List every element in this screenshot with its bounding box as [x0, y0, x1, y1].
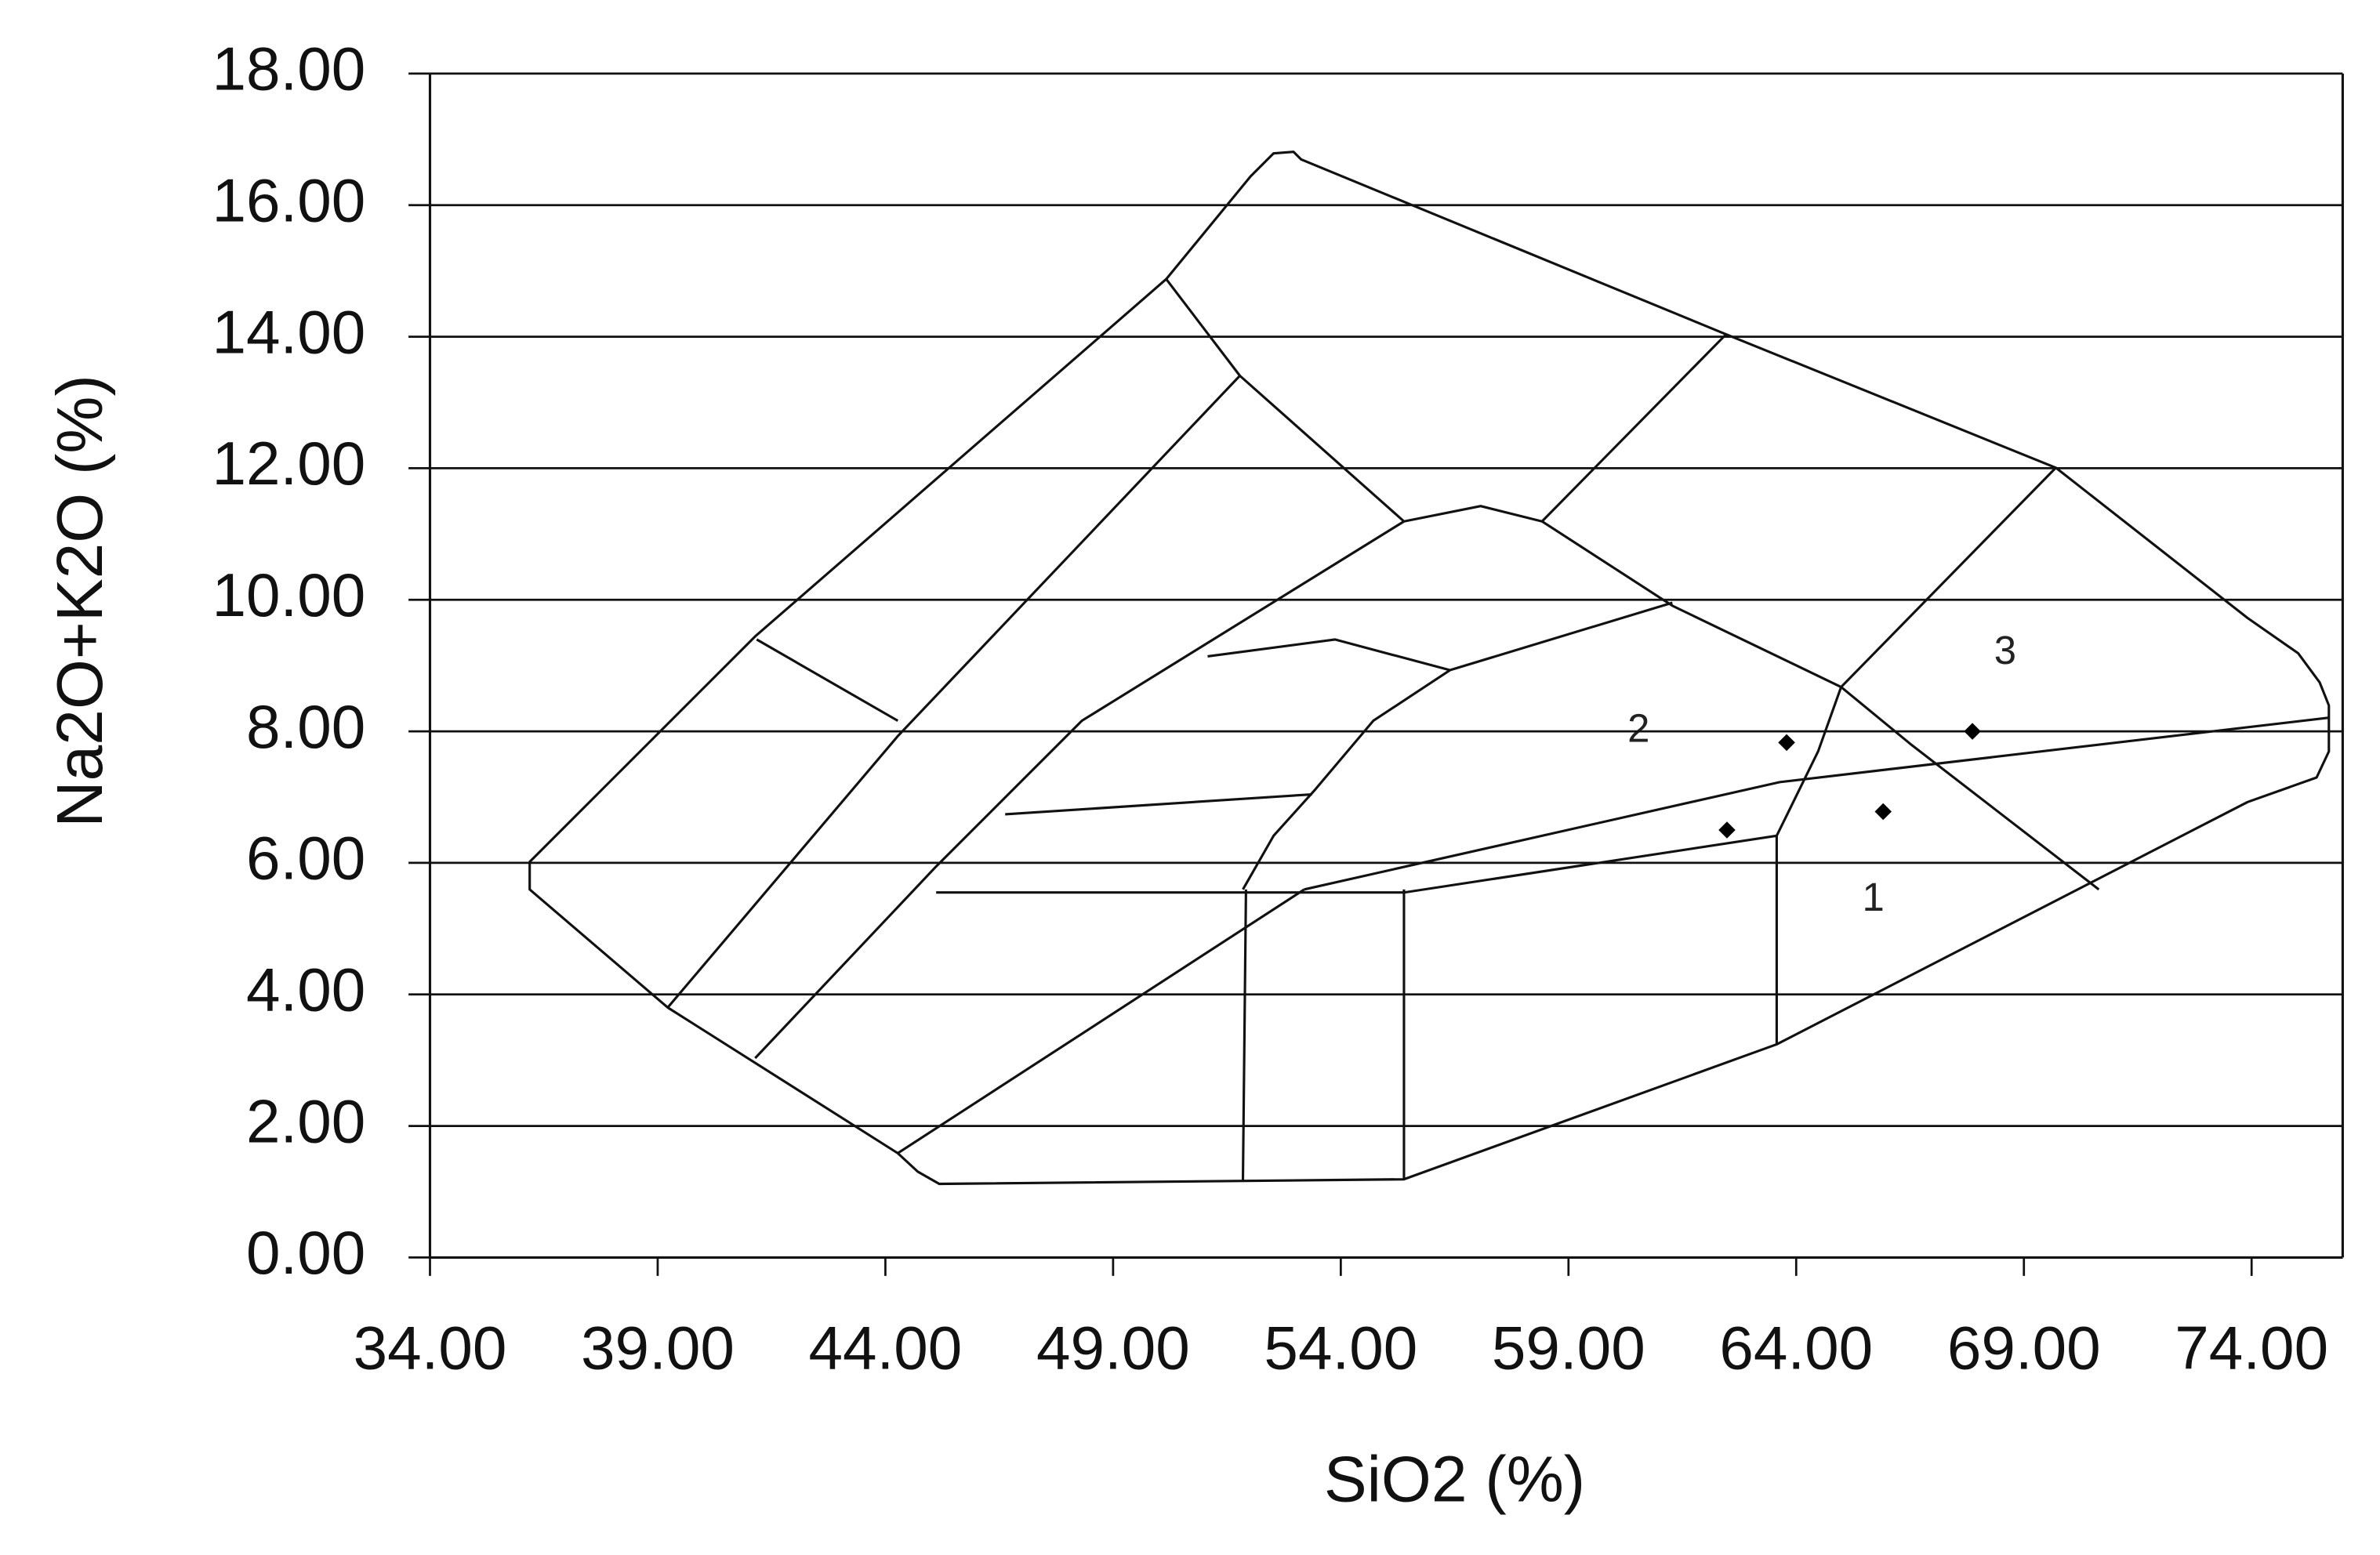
y-tick-label: 0.00: [246, 1218, 365, 1287]
y-tick-label: 2.00: [246, 1086, 365, 1155]
field-line: [1165, 278, 1405, 523]
field-line: [1775, 687, 1843, 837]
data-point: [1778, 734, 1795, 752]
x-tick-label: 34.00: [354, 1313, 507, 1382]
y-tick-label: 10.00: [212, 560, 365, 629]
field-line: [897, 888, 1305, 1154]
annotation: 1: [1863, 875, 1885, 919]
field-line: [756, 638, 899, 722]
outer-boundary: [528, 150, 2331, 1186]
field-line: [1840, 466, 2057, 688]
tas-field-boundaries: [528, 150, 2331, 1186]
y-axis-title: Na2O+K2O (%): [45, 375, 116, 828]
data-point: [1874, 803, 1892, 821]
x-tick-label: 54.00: [1264, 1313, 1417, 1382]
y-tick-label: 18.00: [212, 34, 365, 103]
y-tick-label: 16.00: [212, 165, 365, 234]
x-tick-label: 39.00: [581, 1313, 735, 1382]
y-tick-label: 14.00: [212, 297, 365, 366]
x-tick-label: 59.00: [1492, 1313, 1645, 1382]
y-tick-label: 12.00: [212, 429, 365, 498]
y-tick-label: 8.00: [246, 692, 365, 761]
x-tick-label: 74.00: [2175, 1313, 2328, 1382]
annotation: 2: [1627, 706, 1649, 751]
x-tick-label: 49.00: [1036, 1313, 1190, 1382]
y-tick-label: 4.00: [246, 955, 365, 1024]
x-tick-label: 64.00: [1719, 1313, 1873, 1382]
field-line: [1540, 333, 1727, 523]
annotation: 3: [1994, 628, 2016, 672]
field-line: [1005, 792, 1312, 816]
data-point: [1964, 723, 1981, 740]
field-line: [1304, 716, 2329, 891]
x-tick-label: 44.00: [809, 1313, 963, 1382]
field-line: [936, 834, 1778, 1045]
y-tick-label: 6.00: [246, 824, 365, 893]
field-line: [1207, 638, 1451, 672]
x-tick-label: 69.00: [1947, 1313, 2101, 1382]
field-line: [1241, 889, 1247, 1181]
field-line: [1242, 601, 1673, 890]
x-axis-title: SiO2 (%): [1324, 1444, 1585, 1516]
field-line: [666, 375, 1241, 1009]
field-line: [754, 505, 2100, 1060]
data-point: [1718, 821, 1736, 839]
